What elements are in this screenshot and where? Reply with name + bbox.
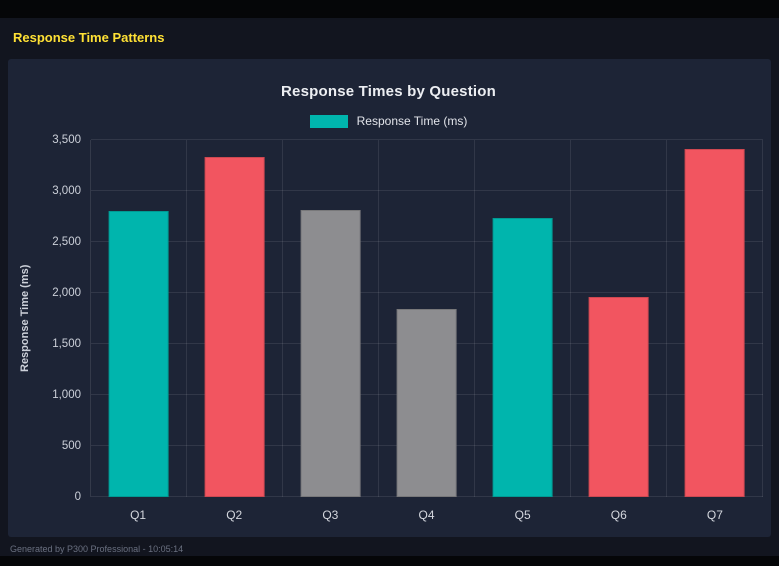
x-tick-label-q5: Q5	[514, 508, 531, 522]
chart-title: Response Times by Question	[281, 83, 496, 100]
legend[interactable]: Response Time (ms)	[14, 114, 763, 128]
gridline	[91, 190, 763, 191]
footer-text: Generated by P300 Professional - 10:05:1…	[10, 544, 184, 554]
x-axis-labels: Q1 Q2 Q3 Q4 Q5 Q6 Q7	[90, 497, 763, 531]
gridline	[91, 292, 763, 293]
bar-cells	[91, 140, 763, 497]
top-strip	[0, 0, 779, 18]
bar-q1	[108, 211, 169, 497]
bar-cell-q4	[379, 140, 475, 497]
gridline	[91, 139, 763, 140]
legend-label: Response Time (ms)	[356, 114, 468, 128]
y-tick-label: 2,500	[52, 236, 81, 248]
y-tick-label: 2,000	[52, 287, 81, 299]
y-tick-label: 1,000	[52, 389, 81, 401]
bar-cell-q2	[187, 140, 283, 497]
bar-cell-q5	[475, 140, 571, 497]
bar-q3	[300, 210, 361, 497]
y-tick-label: 3,500	[52, 134, 81, 146]
y-axis-label: Response Time (ms)	[19, 264, 31, 373]
y-tick-label: 1,500	[52, 338, 81, 350]
bar-q2	[204, 157, 265, 497]
bar-q5	[492, 218, 553, 497]
x-tick-label-q1: Q1	[130, 508, 147, 522]
y-tick-label: 0	[74, 491, 81, 503]
bar-q4	[396, 308, 457, 497]
x-tick-label-q6: Q6	[610, 508, 627, 522]
bar-q7	[684, 149, 745, 497]
x-tick-label-q7: Q7	[706, 508, 723, 522]
y-axis-ticks: 0 500 1,000 1,500 2,000 2,500 3,000 3,500	[36, 134, 90, 503]
x-tick-label-q2: Q2	[226, 508, 243, 522]
chart-body: Response Time (ms) 0 500 1,000 1,500 2,000 2,…	[14, 134, 763, 531]
plot-area	[90, 139, 763, 497]
page-title: Response Time Patterns	[13, 30, 165, 45]
bar-cell-q1	[91, 140, 187, 497]
y-tick-label: 3,000	[52, 185, 81, 197]
bar-cell-q7	[667, 140, 763, 497]
chart-panel: Response Times by Question Response Time…	[8, 59, 771, 537]
bar-q6	[588, 297, 649, 497]
x-tick-label-q4: Q4	[418, 508, 435, 522]
gridline	[91, 241, 763, 242]
bar-cell-q6	[571, 140, 667, 497]
bottom-strip	[0, 556, 779, 566]
y-tick-label: 500	[61, 440, 81, 452]
legend-swatch	[309, 114, 348, 128]
x-tick-label-q3: Q3	[322, 508, 339, 522]
bar-cell-q3	[283, 140, 379, 497]
